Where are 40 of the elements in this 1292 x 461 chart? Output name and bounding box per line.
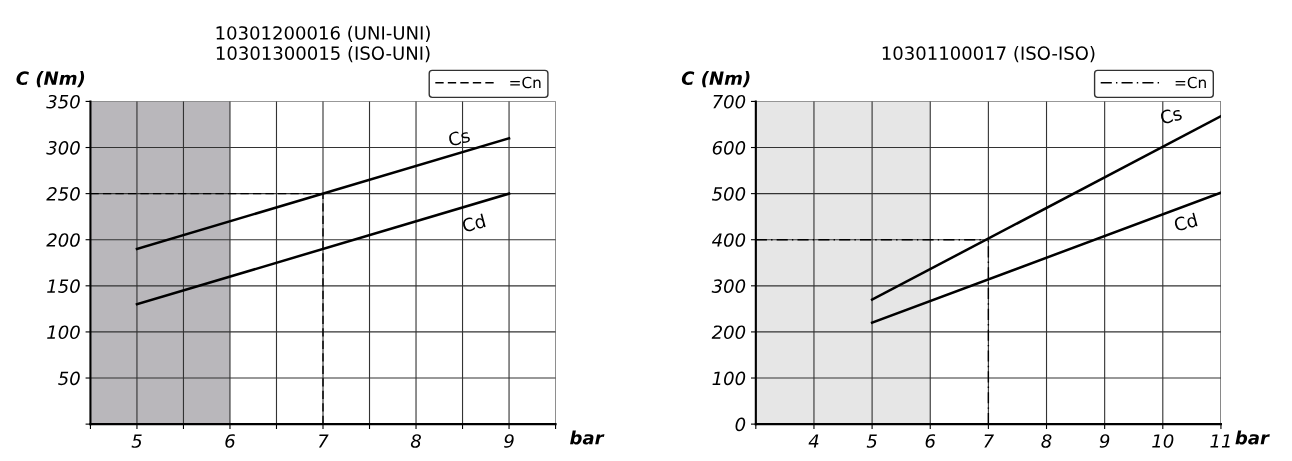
y-tick-label: 0: [735, 417, 746, 432]
x-tick-label: 11: [1210, 434, 1230, 448]
x-axis-title: bar: [570, 430, 605, 445]
y-tick-label: 300: [711, 279, 746, 293]
y-tick-label: 50: [58, 371, 80, 386]
text: Cs: [447, 128, 471, 147]
x-tick-label: 8: [410, 434, 421, 448]
text: Cd: [1173, 212, 1198, 232]
x-tick-label: 6: [225, 434, 235, 448]
y-tick-label: 250: [46, 187, 80, 201]
y-tick-label: 300: [46, 140, 80, 155]
text: Cs: [1159, 106, 1183, 125]
y-tick-label: 100: [47, 325, 80, 340]
y-tick-label: 150: [47, 279, 80, 293]
y-tick-label: 100: [712, 371, 746, 386]
chart-title: 10301100017 (ISO-ISO): [882, 46, 1095, 63]
x-tick-label: 8: [1041, 434, 1052, 448]
text: Cd: [461, 213, 486, 233]
y-tick-label: 200: [711, 325, 746, 340]
x-tick-label: 6: [925, 434, 936, 448]
y-tick-label: 350: [46, 94, 80, 109]
x-tick-label: 5: [131, 434, 142, 448]
x-axis-title: bar: [1235, 430, 1270, 445]
x-tick-label: 4: [808, 434, 819, 448]
y-axis-title: C (Nm): [681, 71, 750, 88]
y-tick-label: 400: [711, 233, 746, 247]
x-tick-label: 7: [984, 434, 994, 448]
y-tick-label: 700: [713, 94, 746, 109]
y-tick-label: 200: [46, 233, 80, 247]
legend-label: =Cn: [1175, 76, 1206, 89]
y-tick-label: 500: [712, 187, 746, 201]
chart-title: 10301200016 (UNI-UNI) 10301300015 (ISO-UNI): [216, 25, 430, 63]
y-axis-title: C (Nm): [16, 71, 85, 88]
x-tick-label: 5: [866, 434, 877, 448]
x-tick-label: 9: [504, 434, 514, 448]
y-tick-label: 600: [712, 140, 746, 155]
x-tick-label: 7: [318, 434, 329, 448]
x-tick-label: 10: [1152, 434, 1174, 448]
x-tick-label: 9: [1099, 434, 1110, 448]
legend-label: =Cn: [510, 76, 541, 89]
